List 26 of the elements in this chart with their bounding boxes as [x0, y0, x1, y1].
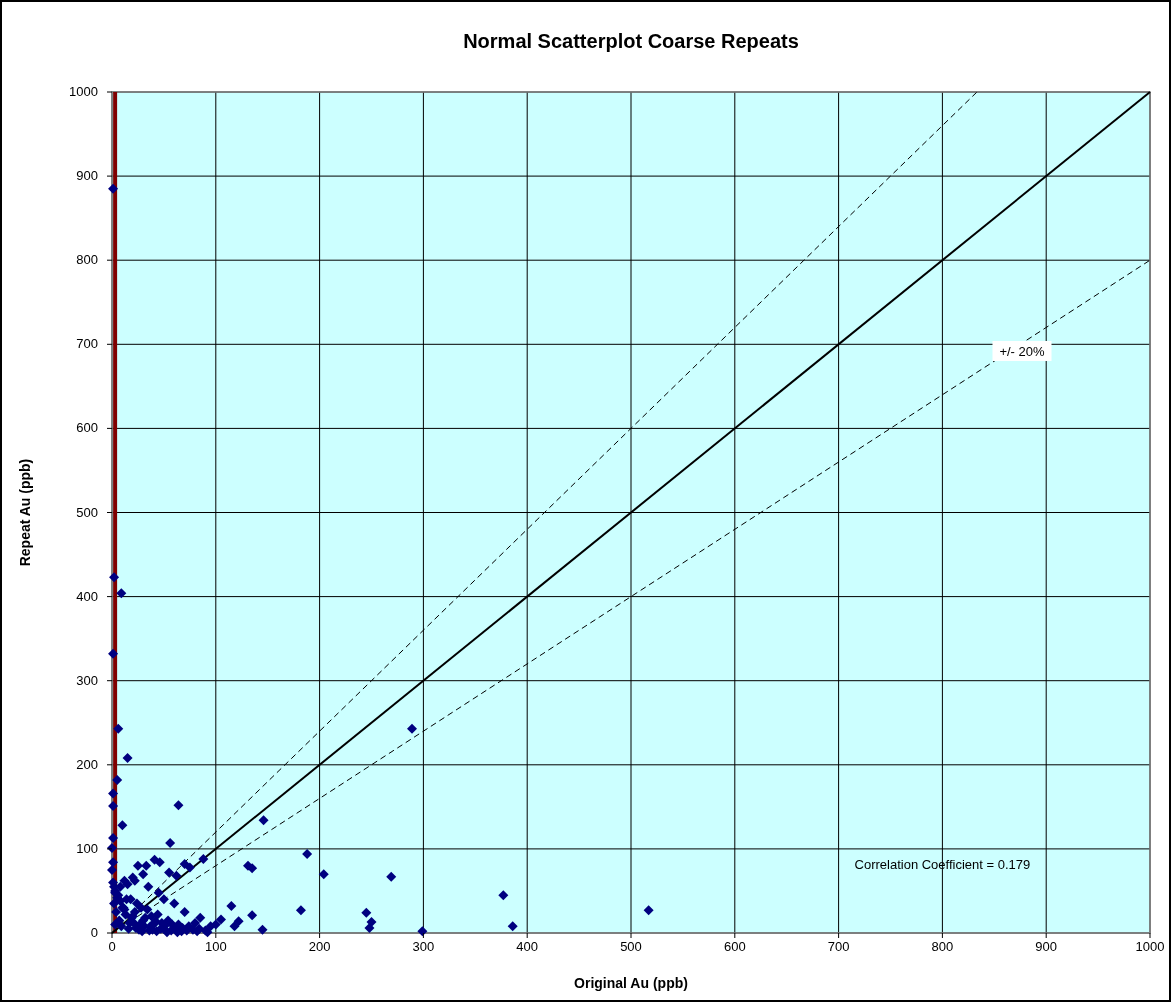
x-tick-label: 1000	[1135, 939, 1165, 954]
x-tick-label: 500	[620, 939, 642, 954]
x-tick-label: 800	[931, 939, 954, 954]
x-tick-label: 100	[204, 939, 227, 954]
annotation: +/- 20%	[999, 344, 1046, 359]
y-tick-label: 500	[76, 504, 98, 520]
x-tick-label: 200	[308, 939, 331, 954]
x-tick-label: 600	[723, 939, 746, 954]
x-tick-label: 700	[827, 939, 850, 954]
y-tick-label: 400	[76, 588, 98, 604]
y-tick-label: 100	[76, 840, 98, 856]
y-tick-label: 0	[90, 925, 98, 940]
chart-title: Normal Scatterplot Coarse Repeats	[463, 30, 799, 52]
x-axis-title: Original Au (ppb)	[574, 975, 688, 991]
y-tick-label: 300	[76, 672, 98, 688]
y-tick-label: 800	[76, 252, 98, 268]
x-tick-label: 300	[412, 939, 435, 954]
y-tick-label: 1000	[69, 84, 98, 99]
y-tick-label: 700	[76, 336, 98, 352]
y-tick-label: 900	[76, 168, 98, 184]
y-tick-label: 600	[76, 420, 98, 436]
y-tick-label: 200	[76, 756, 98, 772]
x-tick-label: 900	[1035, 939, 1058, 954]
x-tick-label: 0	[108, 939, 116, 954]
y-axis-title: Repeat Au (ppb)	[17, 458, 33, 567]
x-tick-label: 400	[516, 939, 539, 954]
